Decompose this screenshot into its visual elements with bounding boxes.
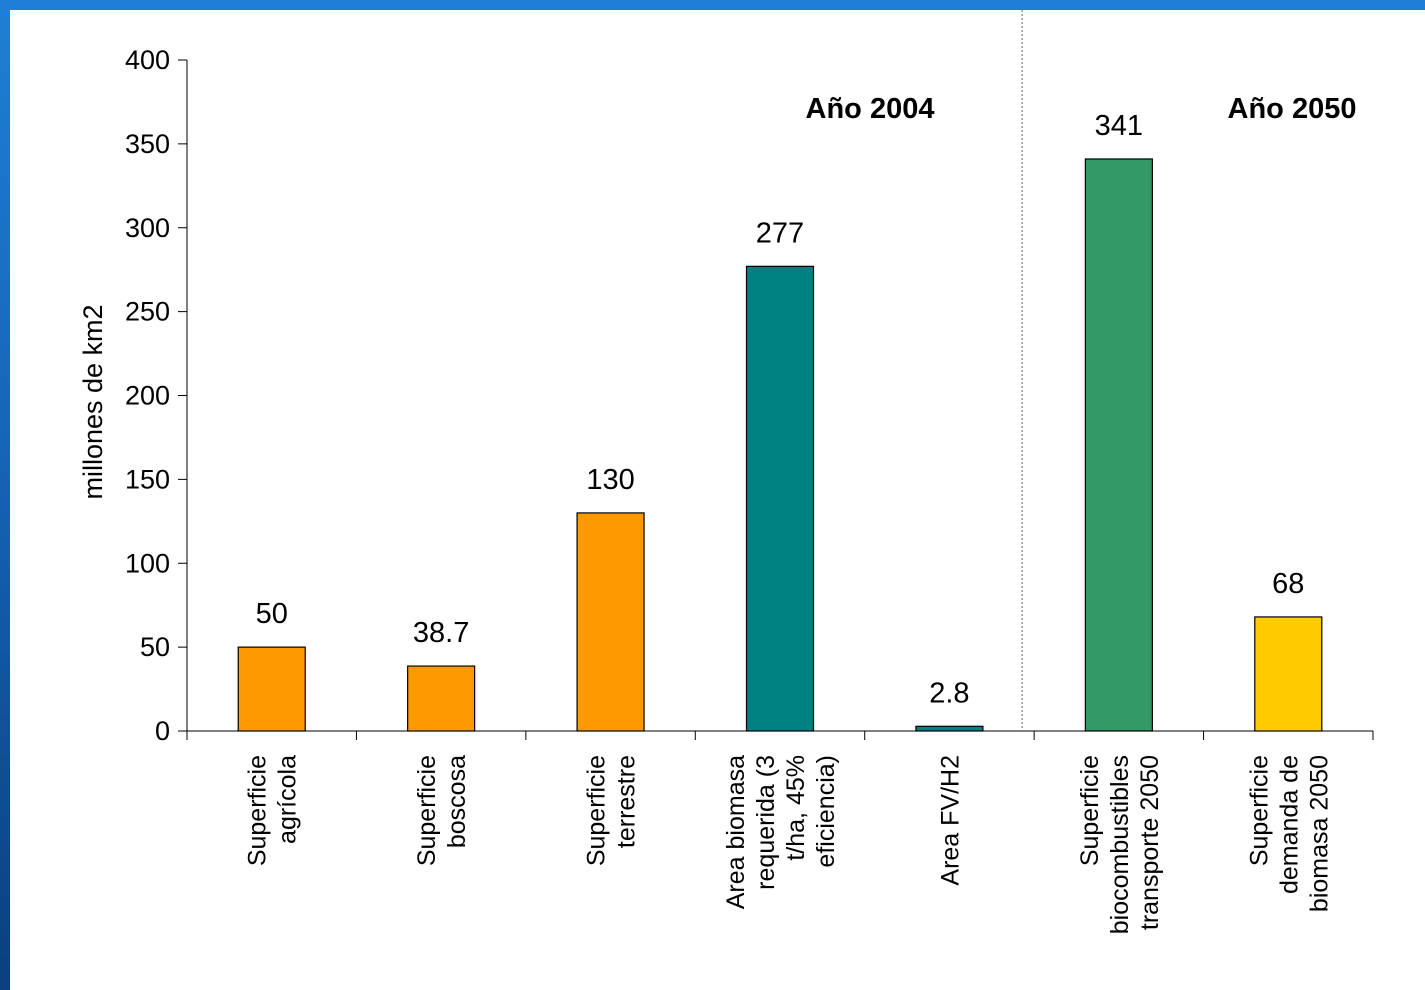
bar-6 xyxy=(1254,616,1323,732)
x-tick-label-line: biomasa 2050 xyxy=(1305,755,1333,912)
value-label: 130 xyxy=(586,464,634,496)
y-tick-label: 400 xyxy=(125,45,170,75)
bar-2 xyxy=(576,512,645,732)
value-label: 341 xyxy=(1095,110,1143,142)
group-label: Año 2004 xyxy=(806,93,935,125)
x-axis: Superficieagrícola Superficieboscosa Super… xyxy=(186,10,1374,934)
x-tick-label-line: Superficie xyxy=(413,755,441,866)
y-tick-label: 100 xyxy=(125,548,170,578)
bars xyxy=(237,158,1323,732)
x-tick-label: Area FV/H2 xyxy=(936,755,964,886)
x-tick-label-line: requerida (3 xyxy=(752,755,780,890)
bar-1 xyxy=(407,665,476,732)
bar-3 xyxy=(745,265,815,732)
y-tick-label: 50 xyxy=(140,632,170,662)
chart-panel: 0 50 100 150 200 250 300 350 400 Superficieagríc… xyxy=(10,10,1425,990)
value-label: 2.8 xyxy=(929,677,969,709)
x-tick-label-line: Superficie xyxy=(244,755,272,866)
x-tick-label-line: eficiencia) xyxy=(812,755,840,868)
x-tick-label-line: demanda de xyxy=(1275,755,1303,894)
y-tick-label: 350 xyxy=(125,129,170,159)
data-labels: 50 38.7 130 277 2.8 341 68 xyxy=(256,110,1305,709)
x-tick-label: Area biomasarequerida (3t/ha, 45%eficien… xyxy=(722,755,840,909)
y-tick-label: 300 xyxy=(125,213,170,243)
y-axis-label: millones de km2 xyxy=(78,304,108,499)
x-tick-label-line: Area biomasa xyxy=(722,755,750,909)
x-tick-label: Superficiedemanda debiomasa 2050 xyxy=(1245,755,1333,912)
value-label: 50 xyxy=(256,598,288,630)
y-tick-label: 150 xyxy=(125,464,170,494)
x-tick-label-line: Area FV/H2 xyxy=(936,755,964,886)
bar-0 xyxy=(237,646,306,732)
y-axis: 0 50 100 150 200 250 300 350 400 xyxy=(125,45,188,746)
x-tick-label: Superficieagrícola xyxy=(244,755,302,866)
x-tick-label-line: t/ha, 45% xyxy=(782,755,810,861)
x-tick-label-line: terrestre xyxy=(613,755,641,848)
x-tick-label: Superficieboscosa xyxy=(413,755,471,866)
x-tick-label: Superficiebiocombustiblestransporte 2050 xyxy=(1076,755,1164,934)
x-tick-label-line: agrícola xyxy=(274,755,302,844)
x-tick-label-line: boscosa xyxy=(443,755,471,848)
value-label: 68 xyxy=(1272,568,1304,600)
value-label: 38.7 xyxy=(413,617,469,649)
bar-4 xyxy=(915,725,984,732)
x-tick-label-line: transporte 2050 xyxy=(1136,755,1164,930)
x-tick-label-line: biocombustibles xyxy=(1106,755,1134,934)
group-labels: Año 2004 Año 2050 xyxy=(806,93,1357,125)
bar-5 xyxy=(1084,158,1153,732)
x-tick-label-line: Superficie xyxy=(1245,755,1273,866)
y-tick-label: 0 xyxy=(155,716,170,746)
x-tick-label-line: Superficie xyxy=(583,755,611,866)
y-tick-label: 200 xyxy=(125,381,170,411)
x-tick-label-line: Superficie xyxy=(1076,755,1104,866)
group-label: Año 2050 xyxy=(1228,93,1357,125)
y-tick-label: 250 xyxy=(125,297,170,327)
value-label: 277 xyxy=(756,217,804,249)
x-tick-label: Superficieterrestre xyxy=(583,755,641,866)
